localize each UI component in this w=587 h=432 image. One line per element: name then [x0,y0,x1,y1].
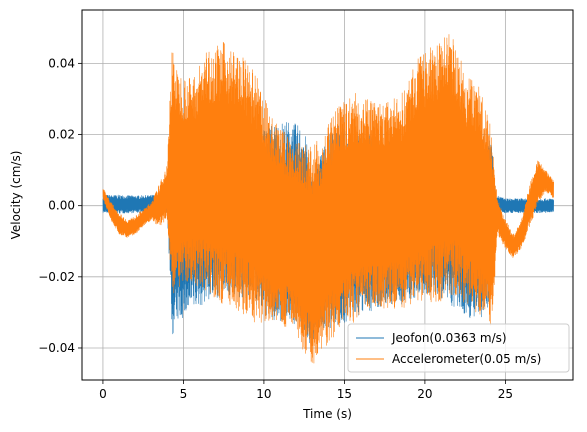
series-line-1 [102,34,554,364]
x-axis-label: Time (s) [302,407,352,421]
axes-frame [81,9,574,381]
legend-label-jeofon: Jeofon(0.0363 m/s) [391,331,507,345]
series-layer [102,34,554,364]
y-axis-label: Velocity (cm/s) [9,151,23,240]
y-tick-label: 0.02 [48,128,75,142]
legend-label-accelerometer: Accelerometer(0.05 m/s) [392,352,541,366]
x-tick-label: 15 [337,387,352,401]
legend-box [347,323,570,373]
x-tick-label: 10 [256,387,271,401]
x-tick-label: 5 [180,387,188,401]
y-tick-label: −0.02 [38,270,75,284]
y-tick-label: −0.04 [38,341,75,355]
x-tick-label: 0 [99,387,107,401]
x-tick-label: 20 [417,387,432,401]
y-tick-label: 0.04 [48,56,75,70]
legend: Jeofon(0.0363 m/s) Accelerometer(0.05 m/… [347,323,570,373]
ticks: 0 5 10 15 20 25 −0.04 −0.02 0.00 0.02 0.04 [38,56,513,401]
y-tick-label: 0.00 [48,199,75,213]
x-tick-label: 25 [498,387,513,401]
